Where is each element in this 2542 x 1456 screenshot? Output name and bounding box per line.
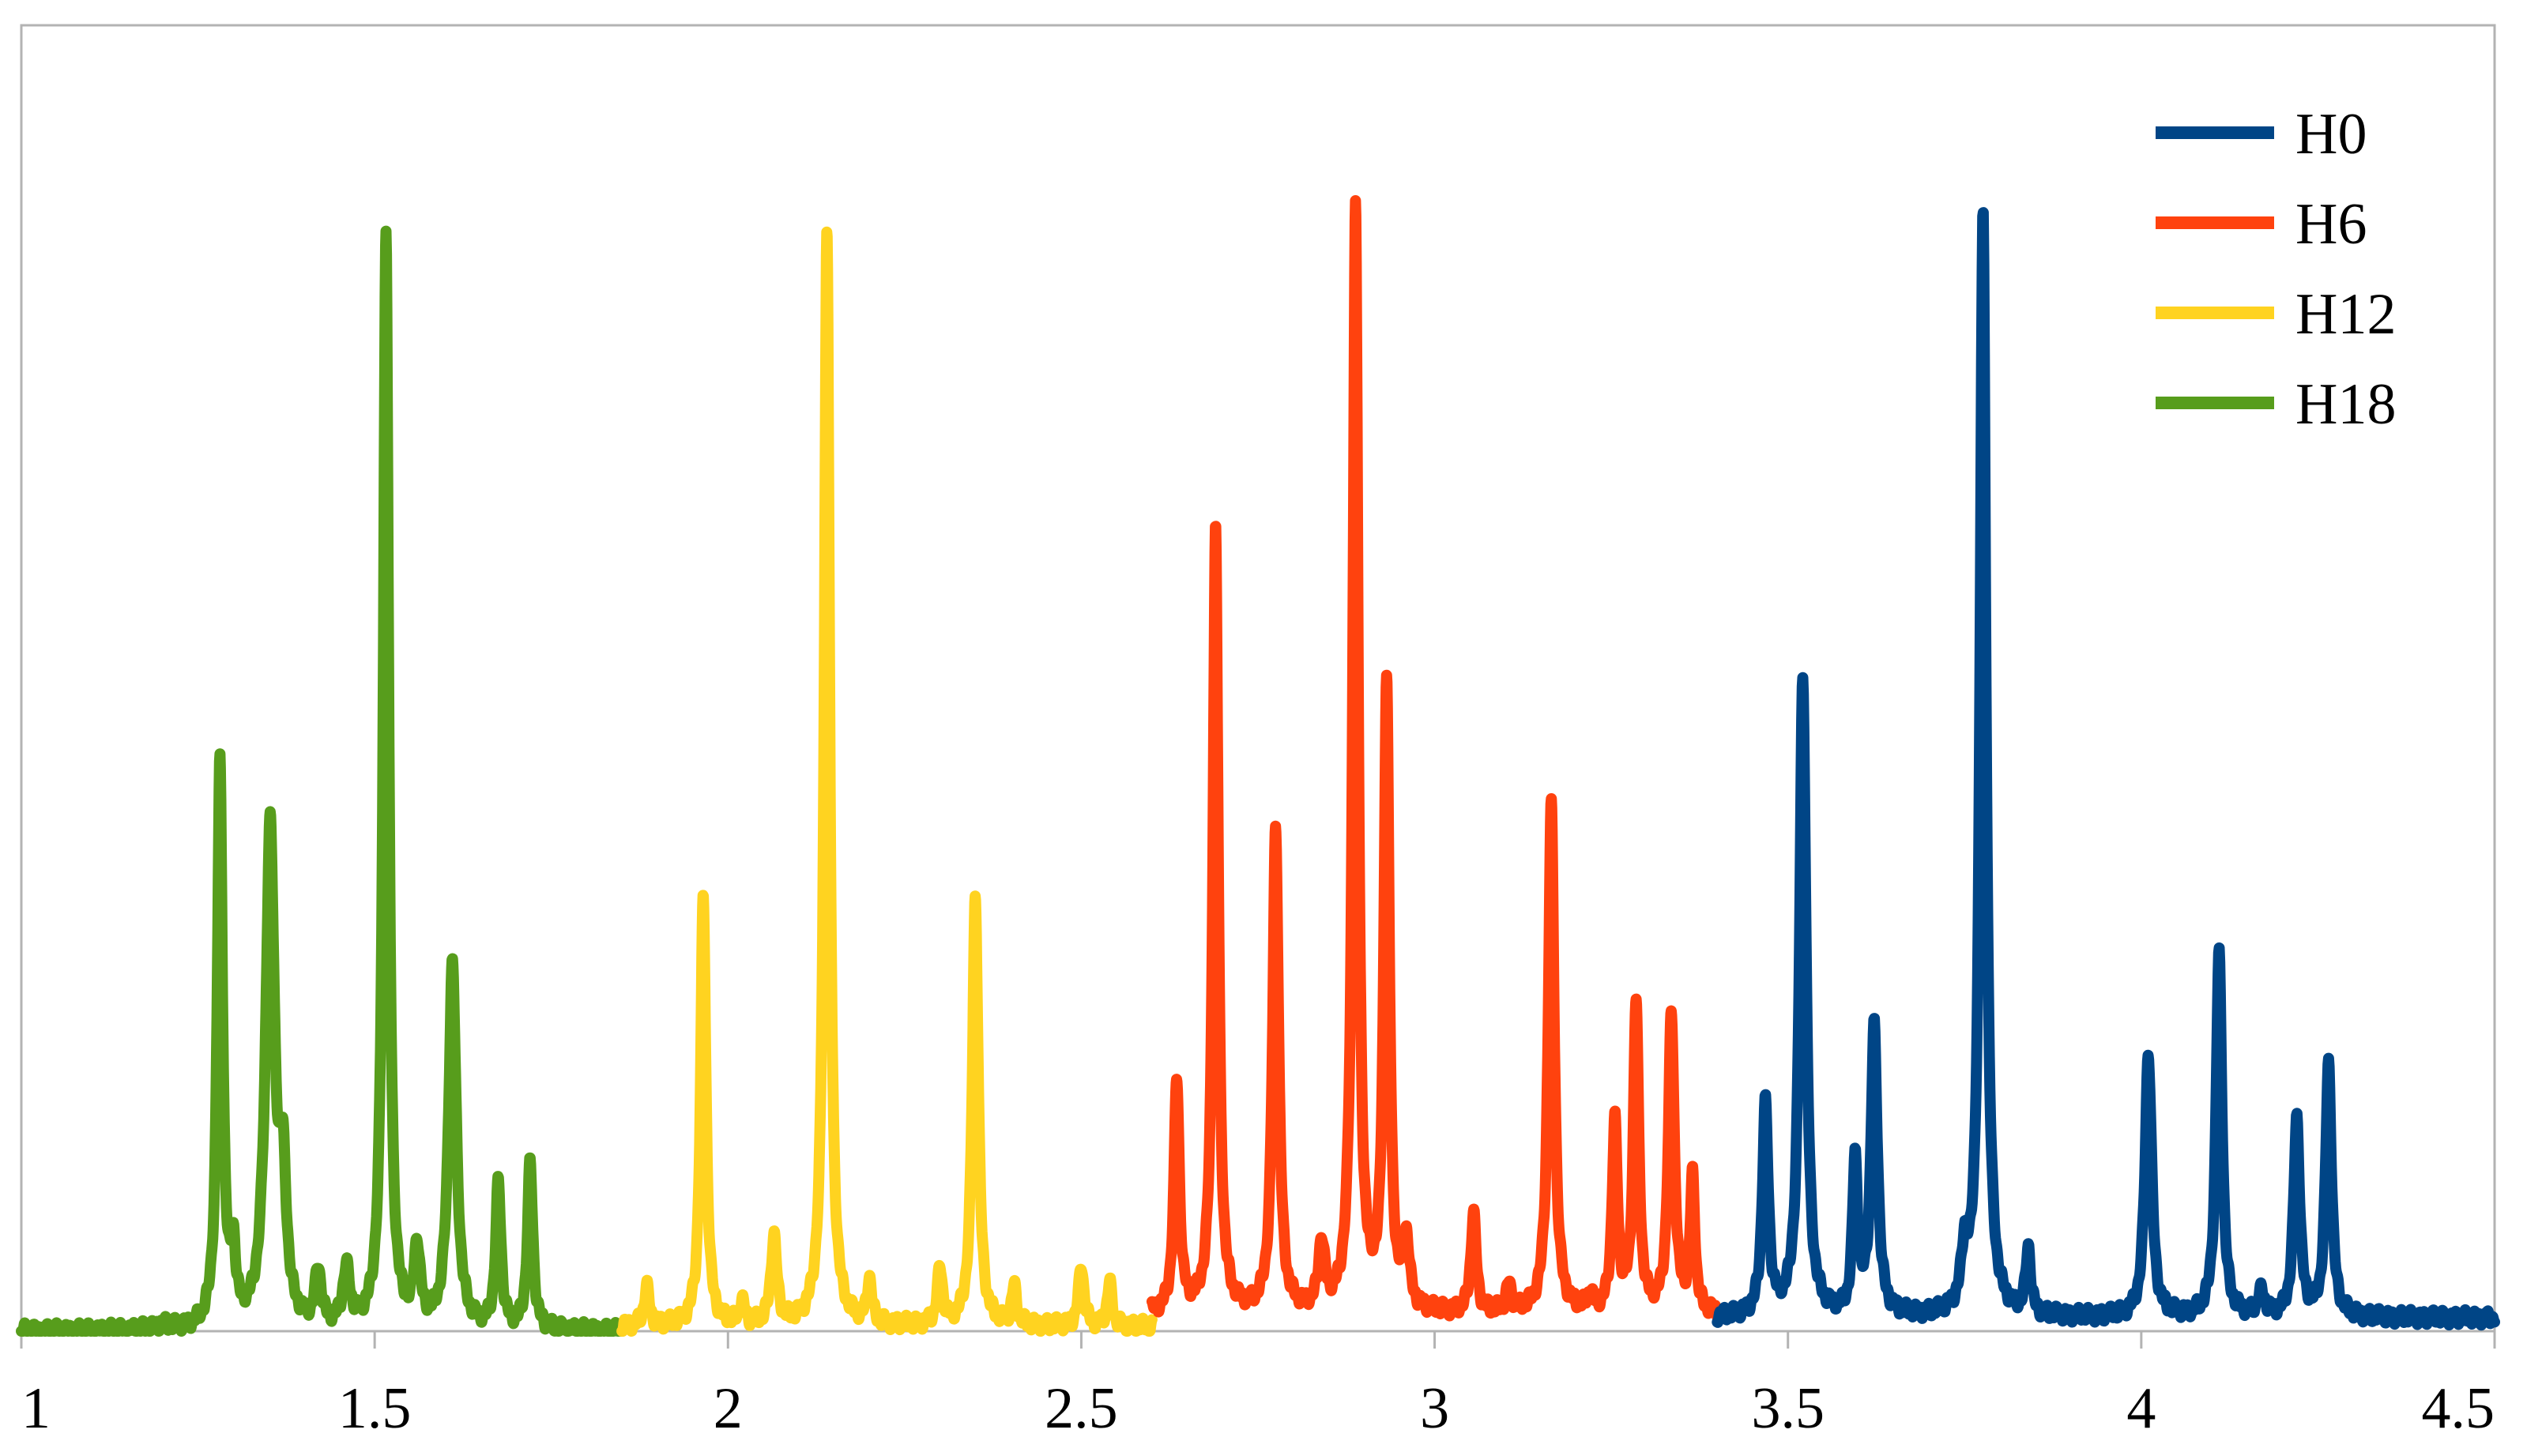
series-line-h6	[1146, 195, 1723, 1323]
series-layer	[16, 195, 2500, 1337]
plot-area-frame	[20, 24, 2496, 1333]
legend-label-h6: H6	[2295, 192, 2367, 257]
x-tick-label: 4	[2126, 1376, 2156, 1441]
legend-label-h0: H0	[2295, 102, 2367, 167]
x-tick-label: 2.5	[1045, 1376, 1118, 1441]
x-tick-label: 1.5	[338, 1376, 412, 1441]
series-line-h18	[16, 225, 628, 1337]
x-tick-label: 3.5	[1751, 1376, 1825, 1441]
x-tick-label: 4.5	[2422, 1376, 2495, 1441]
series-line-h12	[616, 226, 1158, 1337]
x-tick-label: 1	[21, 1376, 51, 1441]
x-tick-label: 2	[714, 1376, 743, 1441]
series-line-h0	[1712, 207, 2500, 1331]
legend-label-h12: H12	[2295, 282, 2396, 347]
legend-label-h18: H18	[2295, 372, 2396, 437]
x-tick-label: 3	[1420, 1376, 1449, 1441]
legend: H0 H6 H12 H18	[2156, 102, 2396, 437]
x-axis-ticks: 1 1.5 2 2.5 3 3.5 4 4.5	[20, 1331, 2496, 1441]
